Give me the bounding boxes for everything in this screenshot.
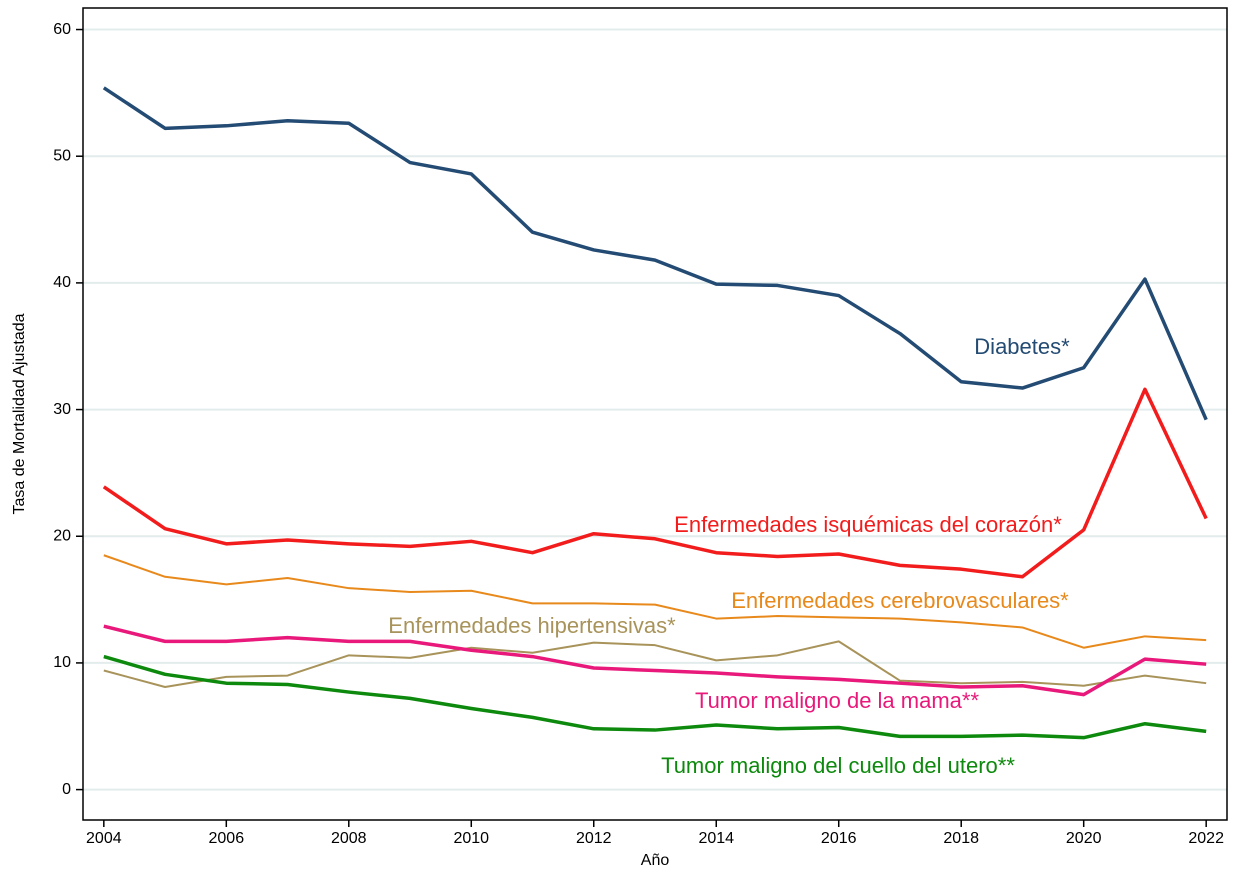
series-label: Enfermedades hipertensivas* — [388, 613, 676, 638]
series-line — [103, 554, 1207, 649]
x-tick-label: 2014 — [698, 830, 734, 847]
y-tick-label: 10 — [53, 654, 71, 671]
series-line — [103, 640, 1207, 688]
x-tick-label: 2008 — [331, 830, 367, 847]
x-tick-label: 2010 — [453, 830, 489, 847]
x-tick-label: 2012 — [576, 830, 612, 847]
series-label: Diabetes* — [974, 334, 1070, 359]
x-tick-label: 2018 — [943, 830, 979, 847]
y-tick-label: 30 — [53, 401, 71, 418]
series-line — [103, 624, 1207, 697]
y-tick-label: 20 — [53, 527, 71, 544]
series-label: Tumor maligno del cuello del utero** — [661, 753, 1015, 778]
series-line — [102, 86, 1208, 421]
series-label: Tumor maligno de la mama** — [695, 688, 980, 713]
y-tick-label: 60 — [53, 21, 71, 38]
x-tick-label: 2004 — [86, 830, 122, 847]
x-axis-label: Año — [641, 852, 670, 869]
x-tick-label: 2016 — [821, 830, 857, 847]
x-tick-label: 2022 — [1188, 830, 1224, 847]
plot-frame — [82, 7, 1228, 821]
y-tick-label: 0 — [62, 781, 71, 798]
y-tick-label: 40 — [53, 274, 71, 291]
y-axis-label: Tasa de Mortalidad Ajustada — [11, 313, 28, 514]
x-tick-label: 2006 — [209, 830, 245, 847]
series-line — [102, 387, 1208, 579]
series-label: Enfermedades cerebrovasculares* — [731, 588, 1069, 613]
y-tick-label: 50 — [53, 147, 71, 164]
x-tick-label: 2020 — [1066, 830, 1102, 847]
series-line — [103, 654, 1207, 740]
series-label: Enfermedades isquémicas del corazón* — [674, 512, 1062, 537]
